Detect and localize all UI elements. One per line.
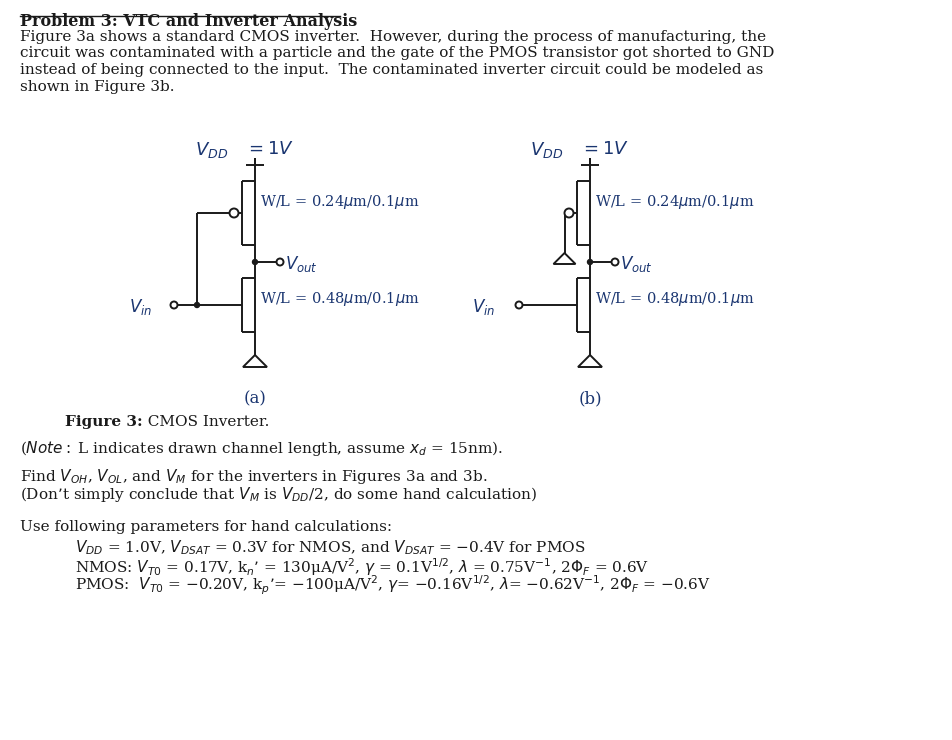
Circle shape <box>252 260 257 264</box>
Text: Figure 3:: Figure 3: <box>65 415 143 429</box>
Polygon shape <box>578 355 602 367</box>
Text: $= 1V$: $= 1V$ <box>580 140 629 158</box>
Text: NMOS: $V_{T0}$ = 0.17V, k$_n$’ = 130μA/V$^2$, $\gamma$ = 0.1V$^{1/2}$, $\lambda$: NMOS: $V_{T0}$ = 0.17V, k$_n$’ = 130μA/V… <box>75 556 649 578</box>
Text: $V_{DD}$: $V_{DD}$ <box>530 140 564 160</box>
Text: Find $V_{OH}$, $V_{OL}$, and $V_M$ for the inverters in Figures 3a and 3b.: Find $V_{OH}$, $V_{OL}$, and $V_M$ for t… <box>20 467 487 486</box>
Text: W/L = 0.24$\mu$m/0.1$\mu$m: W/L = 0.24$\mu$m/0.1$\mu$m <box>595 193 754 211</box>
Text: Figure 3a shows a standard CMOS inverter.  However, during the process of manufa: Figure 3a shows a standard CMOS inverter… <box>20 30 766 44</box>
Circle shape <box>611 258 619 266</box>
Polygon shape <box>553 253 576 264</box>
Text: W/L = 0.48$\mu$m/0.1$\mu$m: W/L = 0.48$\mu$m/0.1$\mu$m <box>260 290 420 308</box>
Text: Problem 3: VTC and Inverter Analysis: Problem 3: VTC and Inverter Analysis <box>20 13 357 30</box>
Polygon shape <box>243 355 267 367</box>
Text: PMOS:  $V_{T0}$ = −0.20V, k$_p$’= −100μA/V$^2$, $\gamma$= −0.16V$^{1/2}$, $\lamb: PMOS: $V_{T0}$ = −0.20V, k$_p$’= −100μA/… <box>75 574 711 597</box>
Text: $V_{DD}$ = 1.0V, $V_{DSAT}$ = 0.3V for NMOS, and $V_{DSAT}$ = −0.4V for PMOS: $V_{DD}$ = 1.0V, $V_{DSAT}$ = 0.3V for N… <box>75 538 585 556</box>
Text: W/L = 0.48$\mu$m/0.1$\mu$m: W/L = 0.48$\mu$m/0.1$\mu$m <box>595 290 755 308</box>
Text: (a): (a) <box>244 390 267 407</box>
Text: $= 1V$: $= 1V$ <box>245 140 294 158</box>
Text: (b): (b) <box>578 390 602 407</box>
Text: $V_{DD}$: $V_{DD}$ <box>195 140 228 160</box>
Text: $V_{out}$: $V_{out}$ <box>620 254 653 274</box>
Text: $V_{out}$: $V_{out}$ <box>285 254 318 274</box>
Circle shape <box>587 260 592 264</box>
Text: shown in Figure 3b.: shown in Figure 3b. <box>20 79 174 93</box>
Circle shape <box>276 258 284 266</box>
Text: $V_{in}$: $V_{in}$ <box>129 297 152 317</box>
Text: $V_{in}$: $V_{in}$ <box>472 297 495 317</box>
Text: (Don’t simply conclude that $V_M$ is $V_{DD}$/2, do some hand calculation): (Don’t simply conclude that $V_M$ is $V_… <box>20 485 537 504</box>
Text: CMOS Inverter.: CMOS Inverter. <box>138 415 269 429</box>
Text: ($\it{Note:}$ L indicates drawn channel length, assume $x_d$ = 15nm).: ($\it{Note:}$ L indicates drawn channel … <box>20 439 504 458</box>
Circle shape <box>515 301 523 309</box>
Text: circuit was contaminated with a particle and the gate of the PMOS transistor got: circuit was contaminated with a particle… <box>20 47 774 61</box>
Circle shape <box>229 209 239 218</box>
Circle shape <box>565 209 573 218</box>
Text: Use following parameters for hand calculations:: Use following parameters for hand calcul… <box>20 520 392 534</box>
Text: instead of being connected to the input.  The contaminated inverter circuit coul: instead of being connected to the input.… <box>20 63 764 77</box>
Circle shape <box>194 303 200 308</box>
Text: W/L = 0.24$\mu$m/0.1$\mu$m: W/L = 0.24$\mu$m/0.1$\mu$m <box>260 193 420 211</box>
Circle shape <box>170 301 177 309</box>
